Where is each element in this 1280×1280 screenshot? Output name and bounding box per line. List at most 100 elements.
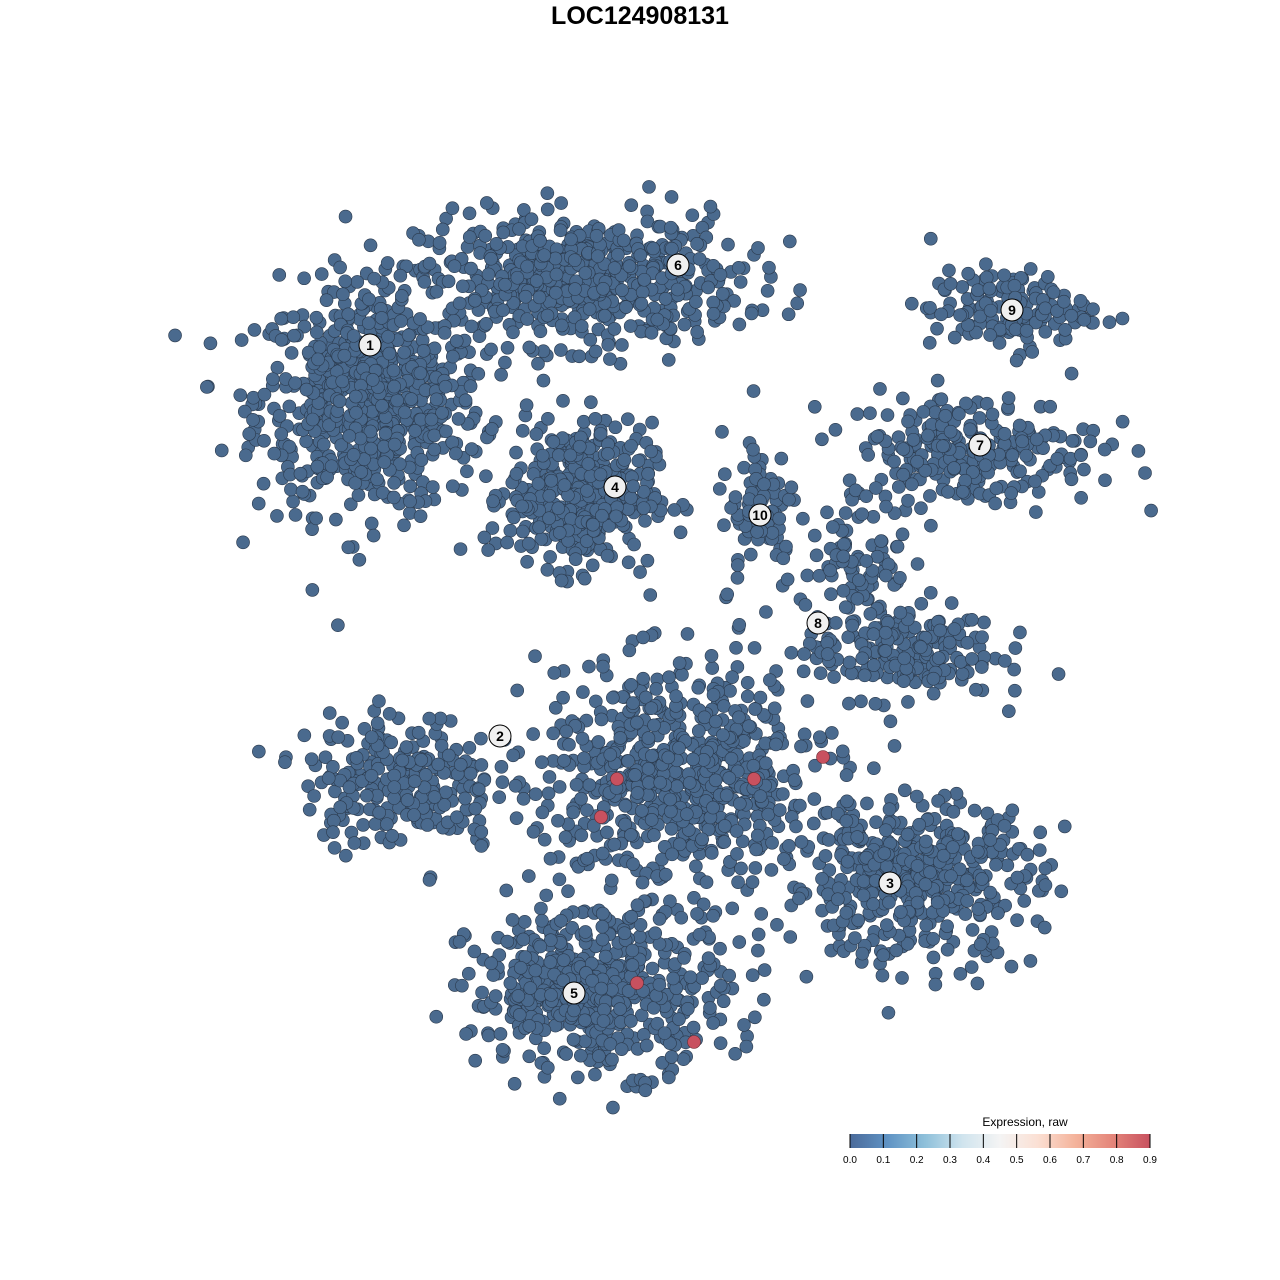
data-point xyxy=(492,790,507,805)
data-point xyxy=(1054,884,1069,899)
data-point xyxy=(896,467,910,482)
data-point xyxy=(327,841,342,855)
data-point xyxy=(923,300,937,315)
data-point xyxy=(683,970,698,984)
data-point xyxy=(297,271,311,286)
data-point xyxy=(677,951,691,965)
data-point xyxy=(1032,843,1047,857)
data-point xyxy=(543,933,558,948)
data-point xyxy=(353,431,368,446)
data-point xyxy=(335,715,349,730)
data-point xyxy=(650,312,665,327)
data-point xyxy=(677,317,692,332)
data-point xyxy=(603,352,617,366)
data-point xyxy=(472,329,487,344)
data-point xyxy=(333,800,348,815)
data-point xyxy=(521,536,536,551)
data-point xyxy=(427,790,442,804)
data-point xyxy=(926,671,941,686)
data-point xyxy=(286,310,301,324)
data-point xyxy=(973,309,987,324)
data-point xyxy=(883,714,898,729)
data-point xyxy=(449,334,464,348)
data-point xyxy=(403,479,417,494)
data-point xyxy=(636,484,651,499)
data-point xyxy=(972,411,987,425)
data-point xyxy=(266,372,280,386)
data-point xyxy=(619,300,633,314)
data-point xyxy=(672,656,687,670)
data-point xyxy=(520,554,534,569)
data-point xyxy=(461,966,476,981)
data-point xyxy=(546,435,561,449)
data-point xyxy=(349,405,363,420)
data-point xyxy=(967,803,982,818)
data-point xyxy=(427,428,442,443)
data-point xyxy=(450,810,464,824)
data-point xyxy=(252,744,266,759)
data-point xyxy=(725,901,740,916)
data-point xyxy=(997,819,1012,833)
legend-tick-label: 0.5 xyxy=(1010,1155,1024,1166)
data-point xyxy=(639,690,653,705)
data-point xyxy=(664,822,679,836)
data-point xyxy=(636,630,650,645)
data-point xyxy=(753,690,768,705)
data-point xyxy=(559,1047,573,1061)
data-point xyxy=(879,568,893,583)
data-point xyxy=(484,342,498,357)
data-point xyxy=(1004,486,1018,500)
data-point xyxy=(618,799,633,813)
data-point xyxy=(648,926,663,941)
data-point xyxy=(417,780,432,795)
data-point xyxy=(926,931,940,946)
data-point xyxy=(706,688,721,702)
data-point xyxy=(563,448,578,463)
data-point xyxy=(341,540,356,555)
data-point xyxy=(1043,399,1057,414)
data-point xyxy=(732,618,747,632)
data-point xyxy=(341,307,356,322)
data-point xyxy=(695,832,709,847)
data-point xyxy=(1004,959,1019,974)
data-point xyxy=(644,813,659,827)
data-point xyxy=(359,788,374,803)
data-point xyxy=(750,525,764,539)
data-point xyxy=(800,568,815,583)
data-point xyxy=(926,950,941,965)
data-point xyxy=(733,796,747,811)
data-point xyxy=(722,968,736,983)
data-point xyxy=(542,488,557,503)
data-point xyxy=(591,735,606,749)
data-point xyxy=(798,598,813,612)
legend-tick-label: 0.8 xyxy=(1110,1155,1124,1166)
data-point xyxy=(549,267,564,282)
data-point xyxy=(350,275,365,289)
data-point xyxy=(857,668,872,683)
data-point xyxy=(658,867,673,882)
data-point xyxy=(453,542,468,556)
data-point xyxy=(735,834,750,849)
data-point xyxy=(288,376,302,390)
data-point xyxy=(557,478,572,492)
data-point xyxy=(539,888,554,903)
data-point xyxy=(787,773,802,787)
data-point xyxy=(507,1076,522,1091)
data-point xyxy=(781,307,796,322)
data-point xyxy=(690,907,704,921)
data-point xyxy=(797,647,811,661)
data-point xyxy=(1038,861,1053,876)
data-point xyxy=(460,464,474,479)
data-point xyxy=(1144,503,1158,518)
data-point xyxy=(988,496,1002,511)
data-point xyxy=(757,963,772,977)
data-point xyxy=(953,308,967,322)
data-point xyxy=(509,467,524,481)
data-point xyxy=(561,884,575,898)
data-point xyxy=(896,674,911,688)
expressing-point xyxy=(747,772,761,786)
data-point xyxy=(647,718,661,733)
data-point xyxy=(310,459,325,474)
data-point xyxy=(598,949,613,964)
data-point xyxy=(485,422,499,436)
